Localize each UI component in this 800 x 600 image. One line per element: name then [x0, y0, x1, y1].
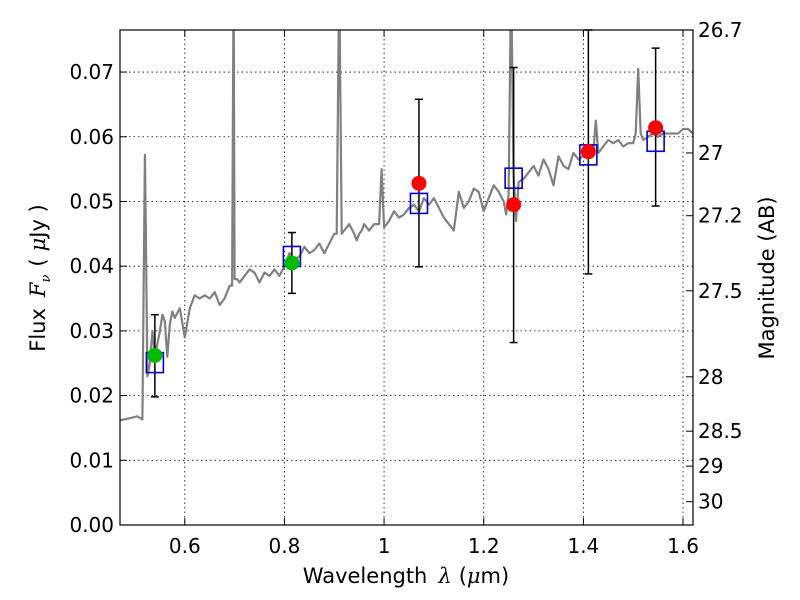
y-tick-label: 0.03 [69, 319, 114, 343]
x-tick-label: 1 [378, 534, 391, 558]
marker-layer [145, 120, 665, 374]
y-axis-title: FluxFν(μJy ) [26, 204, 54, 352]
photometry-point-red [580, 144, 596, 160]
x-tick-label: 0.6 [169, 534, 201, 558]
x-tick-label: 0.8 [269, 534, 301, 558]
model-spectrum-layer [120, 30, 693, 422]
grid [120, 30, 693, 525]
y-tick-label: 0.00 [69, 513, 114, 537]
x-tick-label: 1.6 [667, 534, 699, 558]
y2-axis-title: Magnitude (AB) [755, 196, 779, 359]
y-tick-label: 0.06 [69, 125, 114, 149]
y2-tick-label: 28.5 [698, 419, 743, 443]
y2-tick-label: 30 [698, 490, 723, 514]
x-axis-title: Wavelength λ (μm) [303, 564, 509, 588]
photometry-point-red [506, 197, 522, 213]
axis-ticks: 0.6 0.8 1 1.2 1.4 1.6 0.00 0.01 0.02 0.03 0.04 0.05… [69, 18, 742, 558]
photometry-point-red [648, 120, 664, 136]
photometry-point-red [411, 175, 427, 191]
y2-tick-label: 27 [698, 141, 723, 165]
y-tick-label: 0.05 [69, 189, 114, 213]
x-tick-label: 1.4 [567, 534, 599, 558]
plot-frame [119, 29, 694, 526]
y-tick-label: 0.02 [69, 384, 114, 408]
y2-tick-label: 27.2 [698, 204, 743, 228]
y-tick-label: 0.07 [69, 60, 114, 84]
y2-tick-label: 29 [698, 454, 723, 478]
y-tick-label: 0.04 [69, 254, 114, 278]
photometry-point-green [147, 347, 163, 363]
x-tick-label: 1.2 [468, 534, 500, 558]
y2-tick-label: 26.7 [698, 18, 743, 42]
model-spectrum-line [120, 30, 693, 422]
photometry-point-green [284, 255, 300, 271]
model-band-marker [409, 192, 429, 215]
y-tick-label: 0.01 [69, 448, 114, 472]
model-band-marker [504, 167, 523, 189]
y2-tick-label: 27.5 [698, 279, 743, 303]
y2-tick-label: 28 [698, 365, 723, 389]
